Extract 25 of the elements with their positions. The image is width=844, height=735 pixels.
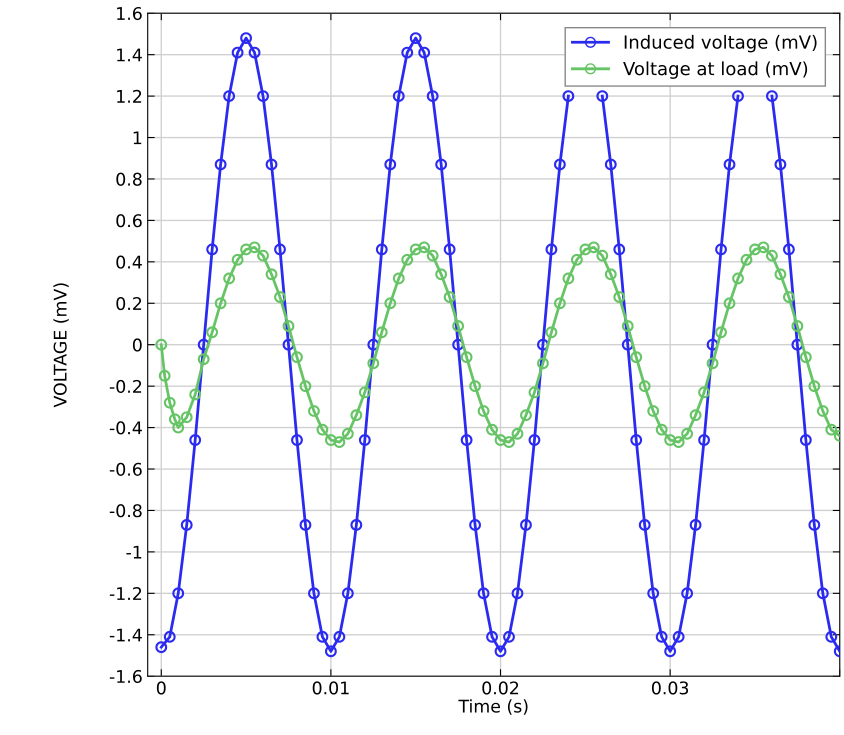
x-tick-label: 0.01 xyxy=(312,681,349,694)
y-tick-label: -0.4 xyxy=(110,421,142,434)
y-tick-label: -0.8 xyxy=(110,504,142,518)
legend-label: Voltage at load (mV) xyxy=(623,61,808,79)
x-tick-label: 0 xyxy=(156,681,166,694)
y-tick-label: -1.6 xyxy=(110,670,142,684)
y-tick-label: 0.4 xyxy=(116,256,142,269)
y-tick-label: 0 xyxy=(132,338,142,352)
y-tick-label: 0.6 xyxy=(116,214,142,228)
y-tick-label: -0.2 xyxy=(110,380,142,393)
y-tick-label: 1.6 xyxy=(117,6,142,20)
y-tick-label: -1.4 xyxy=(110,628,142,642)
y-tick-label: 0.2 xyxy=(116,296,142,310)
y-tick-label: -1 xyxy=(126,546,142,558)
x-tick-label: 0.02 xyxy=(482,681,518,694)
y-tick-label: 1.2 xyxy=(117,90,142,103)
y-axis-title: VOLTAGE (mV) xyxy=(53,283,69,408)
y-tick-label: -0.6 xyxy=(110,462,142,476)
y-tick-label: 1.4 xyxy=(117,48,142,62)
y-tick-label: 0.8 xyxy=(116,172,142,186)
x-tick-label: 0.03 xyxy=(652,681,688,694)
y-tick-label: -1.2 xyxy=(110,587,142,600)
x-axis-title: Time (s) xyxy=(458,699,528,715)
y-tick-label: 1 xyxy=(134,131,142,144)
legend-label: Induced voltage (mV) xyxy=(624,34,817,52)
